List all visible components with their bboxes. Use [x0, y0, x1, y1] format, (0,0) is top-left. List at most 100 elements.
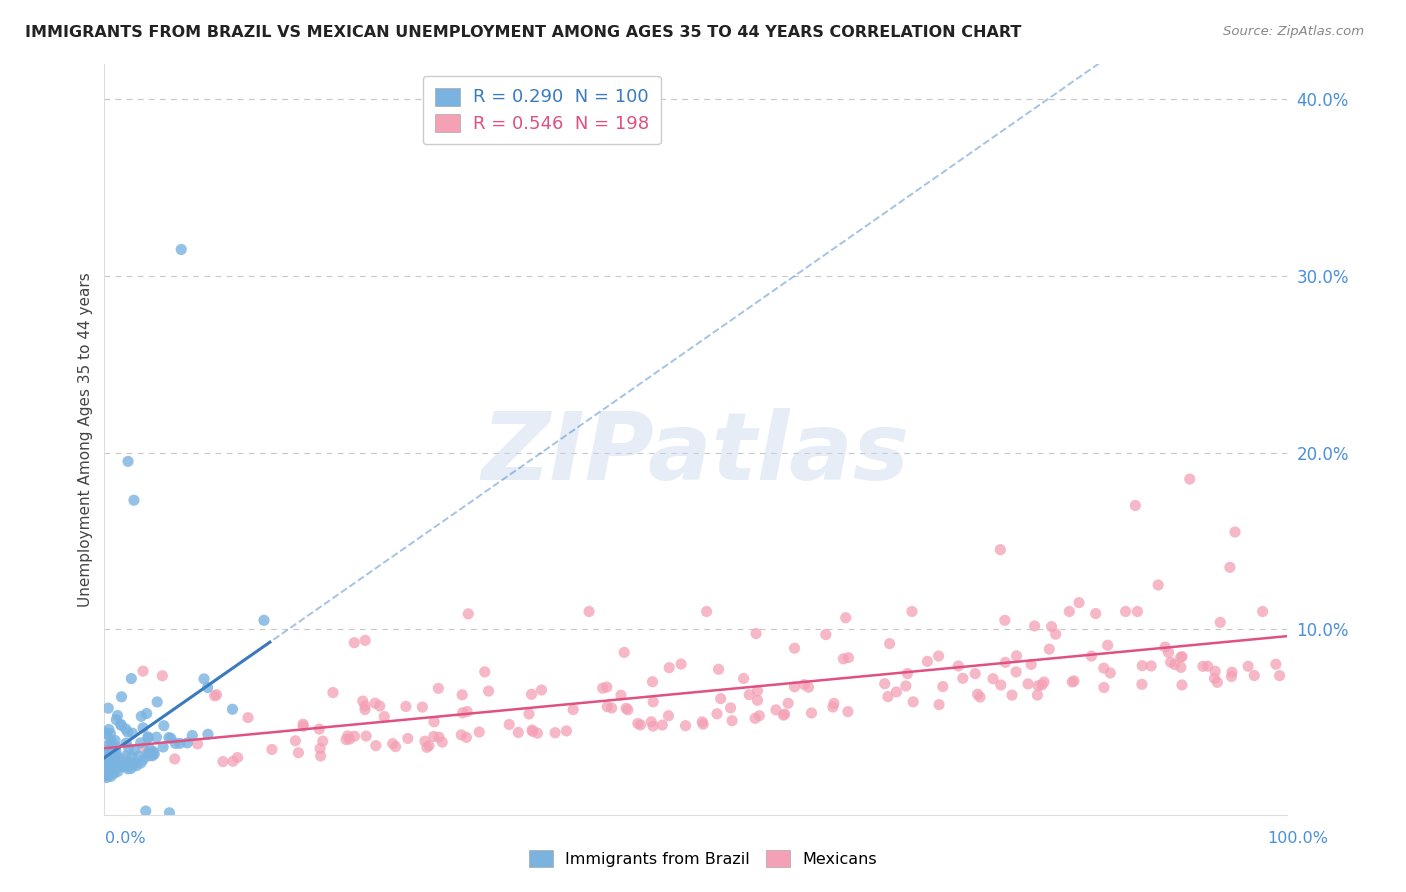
Point — [98, 748, 121, 763]
Point — [94, 725, 117, 739]
Point — [1170, 650, 1192, 665]
Point — [1220, 665, 1243, 680]
Point — [1268, 668, 1291, 682]
Point — [124, 743, 146, 757]
Point — [823, 697, 845, 711]
Point — [309, 748, 332, 763]
Point — [456, 731, 478, 745]
Point — [322, 685, 344, 699]
Point — [901, 695, 924, 709]
Point — [354, 698, 377, 713]
Point — [114, 722, 136, 736]
Point — [456, 705, 478, 719]
Point — [592, 681, 614, 695]
Point — [187, 737, 209, 751]
Point — [1206, 675, 1229, 690]
Point — [1024, 619, 1046, 633]
Point — [1126, 605, 1149, 619]
Point — [544, 725, 567, 739]
Point — [103, 766, 125, 780]
Point — [657, 708, 679, 723]
Point — [747, 693, 769, 707]
Point — [1164, 657, 1187, 672]
Point — [1220, 669, 1243, 683]
Point — [1160, 655, 1182, 669]
Point — [873, 677, 896, 691]
Point — [1171, 678, 1194, 692]
Point — [1170, 660, 1192, 674]
Point — [555, 723, 578, 738]
Point — [1130, 677, 1153, 691]
Point — [287, 746, 309, 760]
Point — [120, 762, 142, 776]
Point — [103, 762, 125, 776]
Point — [1092, 661, 1115, 675]
Point — [352, 694, 374, 708]
Point — [309, 741, 332, 756]
Point — [747, 684, 769, 698]
Point — [928, 649, 950, 664]
Legend: Immigrants from Brazil, Mexicans: Immigrants from Brazil, Mexicans — [522, 844, 884, 873]
Point — [105, 745, 128, 759]
Point — [894, 679, 917, 693]
Point — [97, 769, 120, 783]
Point — [145, 730, 167, 744]
Point — [132, 664, 155, 678]
Point — [122, 758, 145, 772]
Point — [596, 680, 619, 694]
Point — [115, 736, 138, 750]
Point — [104, 760, 127, 774]
Point — [821, 700, 844, 714]
Point — [127, 749, 149, 764]
Point — [1019, 657, 1042, 672]
Point — [1080, 648, 1102, 663]
Point — [1026, 679, 1049, 693]
Point — [364, 696, 387, 710]
Point — [416, 740, 439, 755]
Point — [150, 669, 173, 683]
Point — [1099, 665, 1122, 680]
Point — [614, 701, 637, 715]
Point — [1192, 659, 1215, 673]
Point — [205, 688, 228, 702]
Point — [990, 678, 1012, 692]
Point — [105, 739, 128, 754]
Point — [952, 671, 974, 685]
Point — [1251, 605, 1274, 619]
Point — [94, 766, 117, 780]
Point — [450, 728, 472, 742]
Legend: R = 0.290  N = 100, R = 0.546  N = 198: R = 0.290 N = 100, R = 0.546 N = 198 — [423, 76, 661, 145]
Point — [176, 736, 198, 750]
Point — [100, 739, 122, 754]
Point — [1001, 688, 1024, 702]
Point — [354, 633, 377, 648]
Point — [142, 747, 165, 762]
Point — [773, 707, 796, 722]
Point — [93, 756, 115, 771]
Point — [520, 723, 543, 737]
Point — [1157, 646, 1180, 660]
Point — [181, 729, 204, 743]
Point — [312, 734, 335, 748]
Point — [110, 690, 132, 704]
Point — [343, 636, 366, 650]
Point — [530, 683, 553, 698]
Point — [710, 691, 733, 706]
Point — [692, 717, 714, 731]
Point — [800, 706, 823, 720]
Text: ZIPatlas: ZIPatlas — [481, 409, 910, 500]
Point — [103, 752, 125, 766]
Point — [96, 745, 118, 759]
Point — [132, 753, 155, 767]
Point — [1130, 658, 1153, 673]
Point — [110, 717, 132, 731]
Point — [879, 637, 901, 651]
Point — [1026, 688, 1049, 702]
Point — [373, 709, 395, 723]
Point — [100, 763, 122, 777]
Point — [432, 735, 454, 749]
Point — [707, 662, 730, 676]
Point — [226, 750, 249, 764]
Point — [212, 755, 235, 769]
Point — [451, 706, 474, 720]
